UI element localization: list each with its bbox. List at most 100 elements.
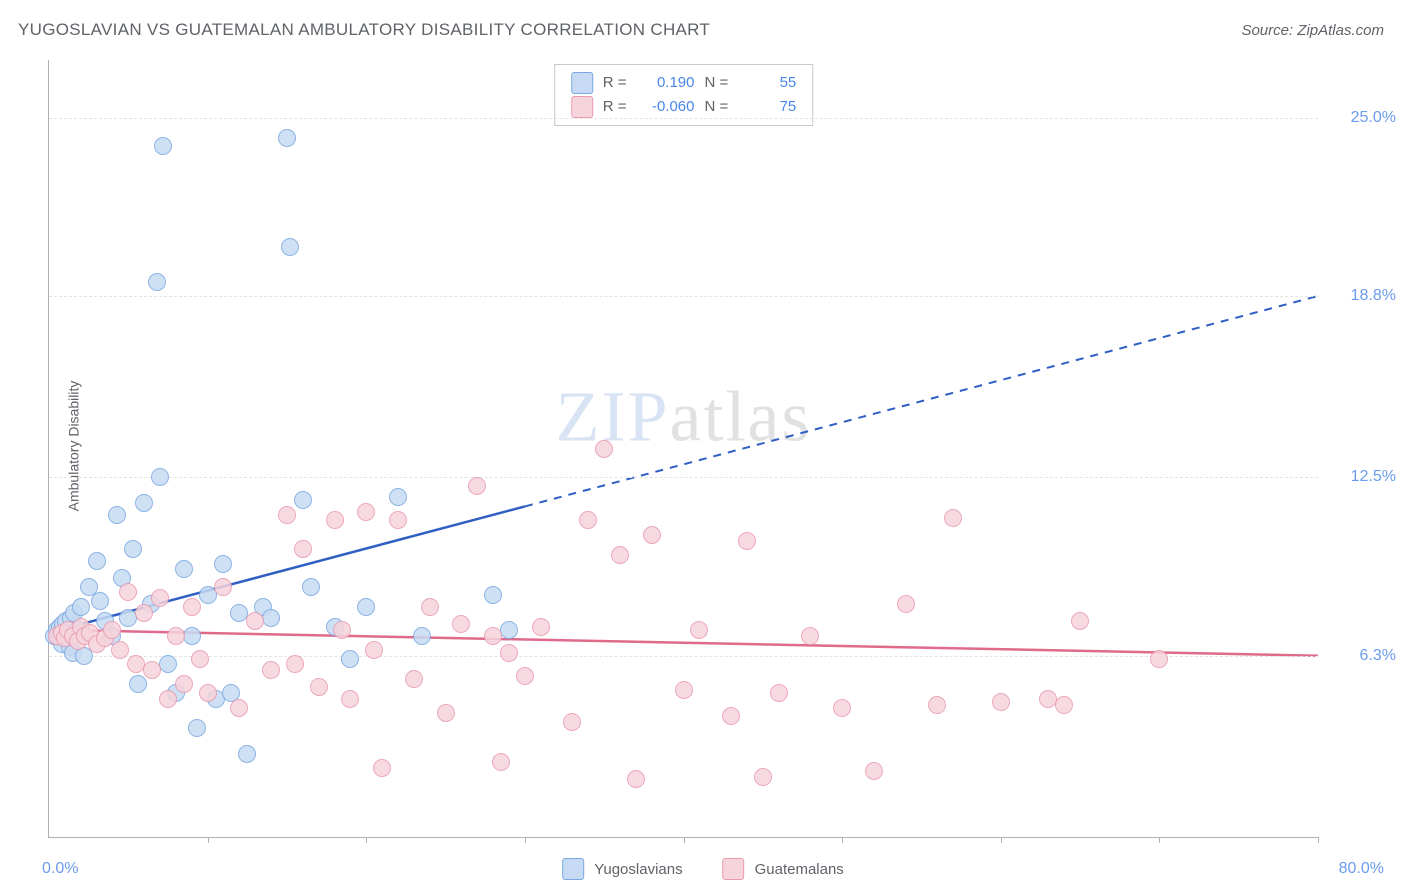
data-point xyxy=(72,598,90,616)
data-point xyxy=(103,627,121,645)
data-point xyxy=(183,598,201,616)
legend-item-guatemalans: Guatemalans xyxy=(723,858,844,880)
data-point xyxy=(278,129,296,147)
data-point xyxy=(159,655,177,673)
x-tick xyxy=(366,837,367,843)
scatter-plot-area: ZIPatlas R = 0.190 N = 55 R = -0.060 N =… xyxy=(48,60,1318,838)
legend-label: Guatemalans xyxy=(755,861,844,878)
data-point xyxy=(50,629,68,647)
gridline-horizontal xyxy=(49,477,1318,478)
data-point xyxy=(516,667,534,685)
data-point xyxy=(1055,696,1073,714)
data-point xyxy=(341,690,359,708)
data-point xyxy=(302,578,320,596)
data-point xyxy=(373,759,391,777)
data-point xyxy=(81,624,99,642)
source-attribution: Source: ZipAtlas.com xyxy=(1241,22,1384,39)
data-point xyxy=(770,684,788,702)
data-point xyxy=(262,661,280,679)
data-point xyxy=(143,661,161,679)
swatch-icon xyxy=(723,858,745,880)
data-point xyxy=(333,621,351,639)
data-point xyxy=(65,604,83,622)
data-point xyxy=(611,546,629,564)
data-point xyxy=(468,477,486,495)
y-tick-label: 25.0% xyxy=(1326,109,1396,127)
data-point xyxy=(389,488,407,506)
x-tick xyxy=(1001,837,1002,843)
data-point xyxy=(1039,690,1057,708)
data-point xyxy=(61,638,79,656)
data-point xyxy=(80,578,98,596)
data-point xyxy=(175,560,193,578)
data-point xyxy=(579,511,597,529)
data-point xyxy=(254,598,272,616)
data-point xyxy=(357,598,375,616)
data-point xyxy=(944,509,962,527)
data-point xyxy=(595,440,613,458)
data-point xyxy=(64,644,82,662)
swatch-icon xyxy=(571,96,593,118)
data-point xyxy=(437,704,455,722)
data-point xyxy=(53,624,71,642)
data-point xyxy=(188,719,206,737)
gridline-horizontal xyxy=(49,656,1318,657)
y-tick-label: 12.5% xyxy=(1326,468,1396,486)
x-tick xyxy=(1159,837,1160,843)
data-point xyxy=(833,699,851,717)
legend-row-yugoslavians: R = 0.190 N = 55 xyxy=(571,71,797,95)
data-point xyxy=(64,627,82,645)
data-point xyxy=(48,627,66,645)
data-point xyxy=(246,612,264,630)
trend-line-dashed xyxy=(525,296,1318,506)
data-point xyxy=(175,675,193,693)
data-point xyxy=(484,627,502,645)
data-point xyxy=(167,627,185,645)
data-point xyxy=(326,618,344,636)
data-point xyxy=(199,586,217,604)
data-point xyxy=(865,762,883,780)
data-point xyxy=(532,618,550,636)
data-point xyxy=(281,238,299,256)
x-tick xyxy=(525,837,526,843)
data-point xyxy=(222,684,240,702)
data-point xyxy=(54,615,72,633)
data-point xyxy=(452,615,470,633)
data-point xyxy=(405,670,423,688)
data-point xyxy=(294,540,312,558)
swatch-icon xyxy=(571,72,593,94)
data-point xyxy=(500,621,518,639)
y-tick-label: 6.3% xyxy=(1326,647,1396,665)
swatch-icon xyxy=(562,858,584,880)
data-point xyxy=(154,137,172,155)
data-point xyxy=(88,552,106,570)
data-point xyxy=(119,609,137,627)
data-point xyxy=(262,609,280,627)
data-point xyxy=(159,690,177,708)
chart-title: YUGOSLAVIAN VS GUATEMALAN AMBULATORY DIS… xyxy=(18,20,710,40)
data-point xyxy=(738,532,756,550)
data-point xyxy=(45,627,63,645)
data-point xyxy=(167,684,185,702)
data-point xyxy=(127,655,145,673)
data-point xyxy=(69,632,87,650)
data-point xyxy=(148,273,166,291)
data-point xyxy=(286,655,304,673)
data-point xyxy=(484,586,502,604)
data-point xyxy=(48,621,66,639)
data-point xyxy=(76,627,94,645)
data-point xyxy=(238,745,256,763)
data-point xyxy=(96,612,114,630)
data-point xyxy=(53,635,71,653)
data-point xyxy=(722,707,740,725)
data-point xyxy=(103,621,121,639)
data-point xyxy=(191,650,209,668)
data-point xyxy=(135,494,153,512)
data-point xyxy=(214,578,232,596)
data-point xyxy=(57,612,75,630)
series-legend: Yugoslavians Guatemalans xyxy=(562,858,844,880)
data-point xyxy=(230,699,248,717)
data-point xyxy=(59,621,77,639)
data-point xyxy=(754,768,772,786)
y-tick-label: 18.8% xyxy=(1326,287,1396,305)
